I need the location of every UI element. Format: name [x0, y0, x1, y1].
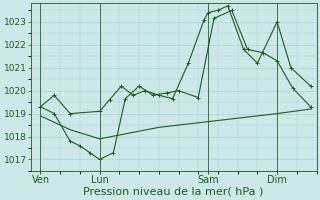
- X-axis label: Pression niveau de la mer( hPa ): Pression niveau de la mer( hPa ): [84, 187, 264, 197]
